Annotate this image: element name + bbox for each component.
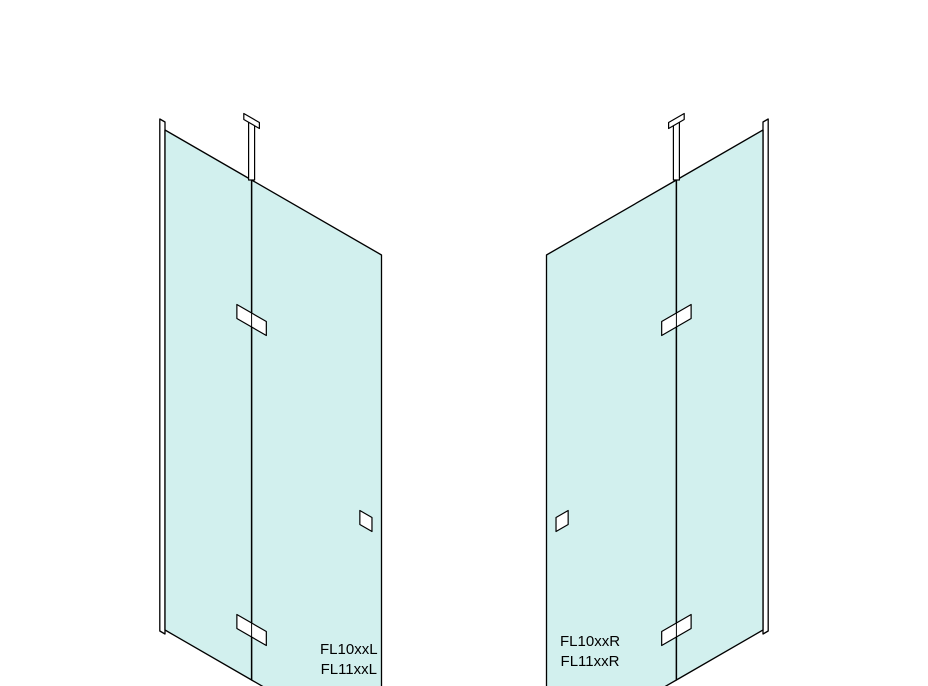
label-right-line1: FL10xxR — [560, 633, 620, 650]
label-left-line2: FL11xxL — [321, 661, 377, 678]
label-right-line2: FL11xxR — [561, 653, 620, 670]
diagram-container: { "canvas": { "width": 928, "height": 68… — [0, 0, 928, 686]
label-right: FL10xxR FL11xxR — [560, 632, 620, 673]
label-left-line1: FL10xxL — [320, 641, 378, 658]
isometric-drawing — [0, 0, 928, 686]
label-left: FL10xxL FL11xxL — [320, 640, 378, 681]
